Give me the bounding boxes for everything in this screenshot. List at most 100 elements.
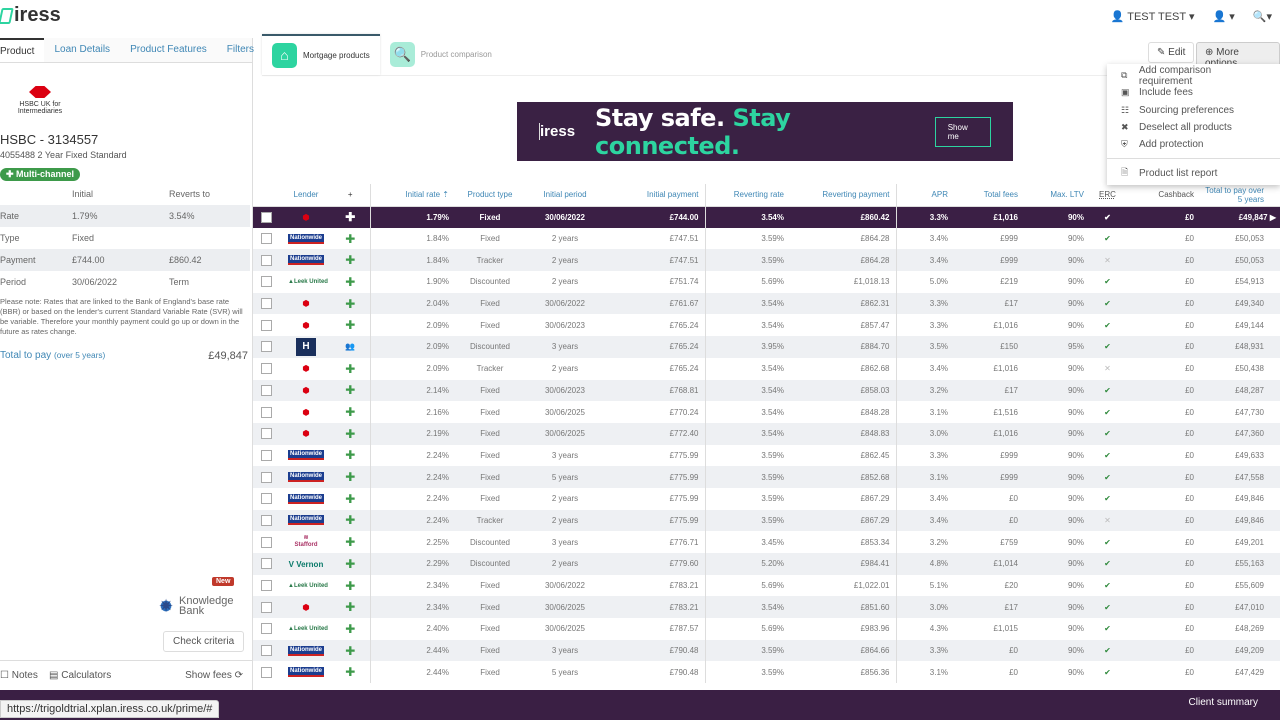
tab-filters[interactable]: Filters — [226, 44, 255, 55]
add-icon[interactable]: ✚ — [345, 383, 356, 398]
col-initial-rate[interactable]: Initial rate ⇡ — [369, 184, 455, 207]
add-cell[interactable]: ✚ — [331, 422, 370, 445]
select-cell[interactable] — [253, 314, 281, 337]
table-row[interactable]: Nationwide ✚ 2.24% Fixed 5 years £775.99 3.59%… — [253, 466, 1280, 488]
select-cell[interactable] — [253, 336, 281, 358]
show-fees-toggle[interactable]: Show fees ⟳ — [185, 670, 243, 681]
add-cell[interactable]: ✚ — [331, 596, 370, 619]
add-cell[interactable]: ✚ — [331, 292, 370, 315]
add-cell[interactable]: ✚ — [331, 357, 370, 380]
col-total-to-pay[interactable]: Total to pay over 5 years — [1200, 184, 1280, 207]
add-cell[interactable]: ✚ — [331, 509, 370, 532]
edit-button[interactable]: ✎ Edit — [1148, 42, 1195, 63]
select-cell[interactable] — [253, 444, 281, 467]
add-icon[interactable]: ✚ — [345, 491, 356, 506]
row-checkbox[interactable] — [261, 406, 272, 418]
show-me-button[interactable]: Show me — [934, 116, 991, 147]
select-cell[interactable] — [253, 487, 281, 510]
select-cell[interactable] — [253, 596, 281, 619]
table-row[interactable]: ⬢ ✚ 2.09% Tracker 2 years £765.24 3.54% £862.68… — [253, 357, 1280, 380]
col-reverting-rate[interactable]: Reverting rate — [704, 184, 790, 207]
add-cell[interactable]: ✚ — [331, 379, 370, 402]
check-criteria-button[interactable]: Check criteria — [163, 631, 245, 652]
table-row[interactable]: Nationwide ✚ 2.44% Fixed 3 years £790.48 3.59%… — [253, 639, 1280, 662]
table-row[interactable]: ⬢ ✚ 2.19% Fixed 30/06/2025 £772.40 3.54% £848.8… — [253, 422, 1280, 445]
tab-loan-details[interactable]: Loan Details — [54, 44, 111, 55]
add-icon[interactable]: ✚ — [345, 210, 356, 225]
add-icon[interactable]: ✚ — [345, 513, 356, 528]
select-cell[interactable] — [253, 206, 281, 228]
row-checkbox[interactable] — [261, 493, 272, 505]
row-checkbox[interactable] — [261, 514, 272, 526]
menu-item-add-protection[interactable]: ⛨ Add protection — [1121, 139, 1204, 151]
col-add[interactable]: + — [331, 184, 370, 207]
add-icon[interactable]: ✚ — [345, 643, 356, 658]
table-row[interactable]: ⬢ ✚ 2.34% Fixed 30/06/2025 £783.21 3.54% £851.6… — [253, 596, 1280, 619]
add-icon[interactable]: ✚ — [345, 665, 356, 680]
select-cell[interactable] — [253, 227, 281, 250]
table-row[interactable]: ⬢ ✚ 1.79% Fixed 30/06/2022 £744.00 3.54% £860.4… — [253, 206, 1280, 228]
table-row[interactable]: ≋ Stafford ✚ 2.25% Discounted 3 years £776.71 3… — [253, 531, 1280, 553]
add-icon[interactable]: ✚ — [345, 556, 356, 571]
row-checkbox[interactable] — [261, 666, 272, 678]
select-cell[interactable] — [253, 422, 281, 445]
add-cell[interactable]: ✚ — [331, 466, 370, 488]
add-icon[interactable]: ✚ — [345, 231, 356, 246]
select-cell[interactable] — [253, 401, 281, 423]
add-cell[interactable]: ✚ — [331, 553, 370, 575]
add-icon[interactable]: ✚ — [345, 253, 356, 268]
tab-product[interactable]: Product — [0, 38, 45, 62]
select-cell[interactable] — [253, 509, 281, 532]
select-cell[interactable] — [253, 292, 281, 315]
add-icon[interactable]: ✚ — [345, 621, 356, 636]
add-icon[interactable]: ✚ — [345, 448, 356, 463]
table-row[interactable]: Nationwide ✚ 2.44% Fixed 5 years £790.48 3.59%… — [253, 661, 1280, 684]
menu-item-add-comparison[interactable]: ⧉ Add comparison requirement — [1121, 64, 1212, 87]
add-cell[interactable]: ✚ — [331, 531, 370, 553]
add-cell[interactable]: ✚ — [331, 618, 370, 640]
add-icon[interactable]: ✚ — [345, 296, 356, 311]
col-initial-period[interactable]: Initial period — [525, 184, 605, 207]
menu-item-include-fees[interactable]: ▣ Include fees — [1121, 87, 1193, 99]
add-icon[interactable]: ✚ — [345, 405, 356, 420]
col-initial-payment[interactable]: Initial payment — [605, 184, 705, 207]
add-icon[interactable]: ✚ — [345, 470, 356, 485]
row-checkbox[interactable] — [261, 341, 272, 353]
select-cell[interactable] — [253, 639, 281, 662]
menu-item-deselect-all[interactable]: ✖ Deselect all products — [1121, 122, 1232, 134]
row-checkbox[interactable] — [261, 558, 272, 570]
tab-product-features[interactable]: Product Features — [130, 44, 207, 55]
iress-logo[interactable]: iress — [0, 4, 61, 27]
row-checkbox[interactable] — [261, 384, 272, 396]
menu-item-product-list-report[interactable]: 🗎 Product list report — [1107, 164, 1280, 181]
row-checkbox[interactable] — [261, 298, 272, 310]
table-row[interactable]: Nationwide ✚ 1.84% Tracker 2 years £747.51 3.5… — [253, 249, 1280, 272]
client-summary-button[interactable]: Client summary — [1188, 697, 1258, 708]
table-row[interactable]: ⬢ ✚ 2.09% Fixed 30/06/2023 £765.24 3.54% £857.4… — [253, 314, 1280, 337]
col-reverting-payment[interactable]: Reverting payment — [790, 184, 896, 207]
col-erc[interactable]: ERC — [1090, 184, 1125, 207]
table-row[interactable]: ▲Leek United ✚ 2.34% Fixed 30/06/2022 £783.21… — [253, 574, 1280, 597]
col-apr[interactable]: APR — [895, 184, 954, 207]
menu-item-sourcing-preferences[interactable]: ☷ Sourcing preferences — [1121, 104, 1235, 116]
table-row[interactable]: ▲Leek United ✚ 1.90% Discounted 2 years £751.… — [253, 271, 1280, 293]
add-cell[interactable]: 👥 — [331, 336, 370, 358]
row-checkbox[interactable] — [261, 645, 272, 657]
select-cell[interactable] — [253, 271, 281, 293]
select-cell[interactable] — [253, 618, 281, 640]
col-total-fees[interactable]: Total fees — [954, 184, 1024, 207]
table-row[interactable]: ▲Leek United ✚ 2.40% Fixed 30/06/2025 £787.57… — [253, 618, 1280, 640]
row-checkbox[interactable] — [261, 363, 272, 375]
row-checkbox[interactable] — [261, 623, 272, 635]
table-row[interactable]: V Vernon ✚ 2.29% Discounted 2 years £779.60 5.… — [253, 553, 1280, 575]
knowledge-bank-logo[interactable]: ✷ Knowledge Bank — [156, 596, 233, 617]
row-checkbox[interactable] — [261, 428, 272, 440]
row-checkbox[interactable] — [261, 233, 272, 245]
add-cell[interactable]: ✚ — [331, 639, 370, 662]
add-cell[interactable]: ✚ — [331, 227, 370, 250]
add-cell[interactable]: ✚ — [331, 574, 370, 597]
add-cell[interactable]: ✚ — [331, 487, 370, 510]
notes-link[interactable]: ☐ Notes — [0, 670, 38, 681]
user-menu[interactable]: 👤 TEST TEST ▾ — [1110, 11, 1195, 23]
add-cell[interactable]: ✚ — [331, 314, 370, 337]
